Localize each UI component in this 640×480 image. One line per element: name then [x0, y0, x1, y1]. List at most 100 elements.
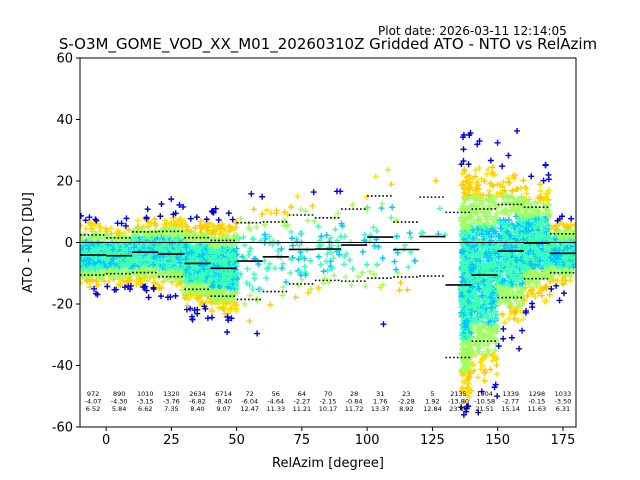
data-point [131, 244, 138, 251]
data-point [151, 227, 158, 234]
data-point [143, 277, 150, 284]
data-point [220, 271, 227, 278]
data-point [343, 250, 350, 257]
data-point [86, 284, 93, 291]
data-point [380, 321, 387, 328]
data-point [234, 290, 241, 297]
data-point [266, 233, 273, 240]
data-point [363, 261, 370, 268]
data-point [253, 224, 260, 231]
data-point [289, 242, 296, 249]
data-point [328, 249, 335, 256]
data-point [315, 223, 322, 230]
data-point [320, 280, 327, 287]
data-point [220, 259, 227, 266]
data-point [221, 281, 228, 288]
data-point [197, 218, 204, 225]
data-point [177, 250, 184, 257]
data-point [96, 224, 103, 231]
data-point [245, 251, 252, 258]
data-point [379, 200, 386, 207]
data-point [213, 280, 220, 287]
data-point [229, 281, 236, 288]
data-point [134, 217, 141, 224]
data-point [215, 216, 222, 223]
data-point [254, 297, 261, 304]
data-point [182, 277, 189, 284]
data-point [189, 274, 196, 281]
data-point [151, 220, 158, 227]
data-point [143, 215, 150, 222]
data-point [231, 266, 238, 273]
data-point [297, 206, 304, 213]
data-point [176, 202, 183, 209]
data-point [104, 227, 111, 234]
data-point [217, 225, 224, 232]
data-point [216, 304, 223, 311]
data-point [330, 255, 337, 262]
data-point [280, 217, 287, 224]
data-point [292, 294, 299, 301]
data-point [296, 268, 303, 275]
data-point [166, 220, 173, 227]
data-point [287, 270, 294, 277]
data-point [373, 228, 380, 235]
data-point [140, 273, 147, 280]
data-point [148, 269, 155, 276]
data-point [460, 411, 467, 418]
data-point [288, 235, 295, 242]
data-point [304, 217, 311, 224]
data-point [436, 205, 443, 212]
data-point [217, 268, 224, 275]
data-point [97, 227, 104, 234]
data-point [103, 258, 110, 265]
data-point [82, 217, 89, 224]
data-point [194, 249, 201, 256]
data-point [272, 265, 279, 272]
data-point [370, 224, 377, 231]
data-point [189, 316, 196, 323]
data-point [293, 238, 300, 245]
data-point [182, 229, 189, 236]
data-point [108, 230, 115, 237]
data-point [184, 287, 191, 294]
data-point [158, 293, 165, 300]
data-point [110, 246, 117, 253]
data-point [316, 243, 323, 250]
data-point [227, 285, 234, 292]
data-point [133, 232, 140, 239]
data-point [96, 236, 103, 243]
data-point [92, 246, 99, 253]
data-point [251, 271, 258, 278]
data-point [92, 216, 99, 223]
data-point [86, 234, 93, 241]
data-point [216, 257, 223, 264]
data-point [263, 207, 270, 214]
data-point [394, 269, 401, 276]
data-point [263, 274, 270, 281]
data-point [227, 307, 234, 314]
data-point [388, 181, 395, 188]
data-point [124, 279, 131, 286]
data-point [226, 227, 233, 234]
data-point [141, 244, 148, 251]
data-point [340, 261, 347, 268]
data-point [214, 275, 221, 282]
data-point [203, 216, 210, 223]
data-point [142, 257, 149, 264]
data-point [200, 272, 207, 279]
data-point [366, 268, 373, 275]
data-point [86, 214, 93, 221]
data-point [104, 283, 111, 290]
data-point [261, 231, 268, 238]
data-point [209, 230, 216, 237]
data-point [229, 257, 236, 264]
data-point [231, 301, 238, 308]
data-point [259, 193, 266, 200]
data-point [121, 266, 128, 273]
data-point [110, 264, 117, 271]
data-point [327, 234, 334, 241]
data-point [236, 235, 243, 242]
data-point [184, 302, 191, 309]
